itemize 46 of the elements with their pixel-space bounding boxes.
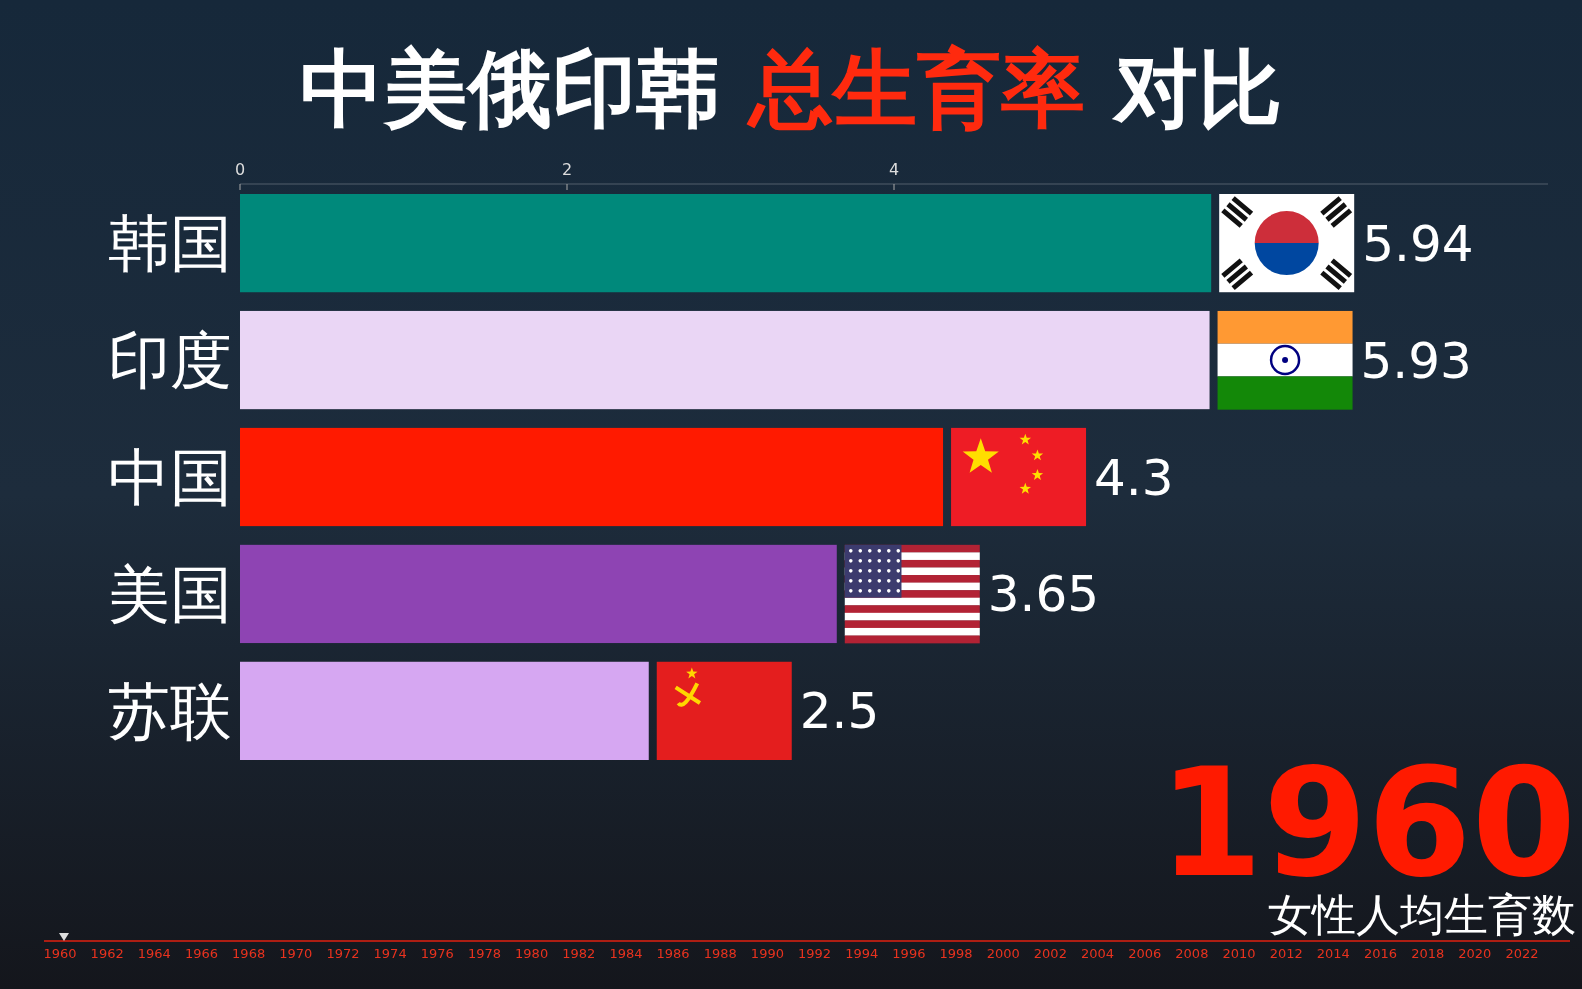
text: 1996 <box>892 946 926 961</box>
text: 1972 <box>326 946 360 961</box>
text: 1976 <box>420 946 454 961</box>
data-label: 4.3 <box>1094 448 1174 507</box>
text: 1964 <box>137 946 171 961</box>
x-tick-label: 2 <box>561 160 573 179</box>
text: 2018 <box>1411 946 1445 961</box>
text: 1990 <box>750 946 784 961</box>
y-tick-label: 中国 <box>108 440 232 514</box>
data-label: 2.5 <box>799 682 880 741</box>
text: 2006 <box>1128 946 1162 961</box>
text: 1998 <box>939 946 973 961</box>
text: 1966 <box>184 946 219 961</box>
text: 2004 <box>1081 946 1115 961</box>
chart-title: 中美俄印韩 总生育率 对比 <box>299 40 1283 138</box>
text: 2000 <box>986 946 1020 961</box>
text: 1974 <box>373 946 407 961</box>
text: 1992 <box>798 946 832 961</box>
text: 2022 <box>1505 946 1539 961</box>
text: 1982 <box>562 946 596 961</box>
text: 1970 <box>279 946 313 961</box>
text: 2014 <box>1316 946 1350 961</box>
text: 1984 <box>609 946 643 961</box>
text: 1994 <box>845 946 879 961</box>
text: 1962 <box>90 946 124 961</box>
data-label: 3.65 <box>987 565 1100 624</box>
text: 1968 <box>232 946 266 961</box>
text: 1978 <box>467 946 501 961</box>
text: 1986 <box>656 946 690 961</box>
data-label: 5.94 <box>1362 214 1474 273</box>
text: 2012 <box>1269 946 1303 961</box>
y-tick-label: 韩国 <box>108 206 232 280</box>
y-tick-label: 苏联 <box>108 674 232 748</box>
text: 2020 <box>1458 946 1492 961</box>
text: 2016 <box>1363 946 1398 961</box>
text: 1960 <box>43 946 77 961</box>
data-label: 5.93 <box>1360 331 1472 390</box>
text: 2010 <box>1222 946 1256 961</box>
text: 2008 <box>1175 946 1209 961</box>
text: 1980 <box>515 946 549 961</box>
y-tick-label: 美国 <box>108 557 232 631</box>
text: 1988 <box>703 946 737 961</box>
y-tick-label: 印度 <box>108 323 232 397</box>
x-tick-label: 4 <box>888 160 900 179</box>
text: 2002 <box>1033 946 1067 961</box>
x-tick-label: 0 <box>234 160 246 179</box>
